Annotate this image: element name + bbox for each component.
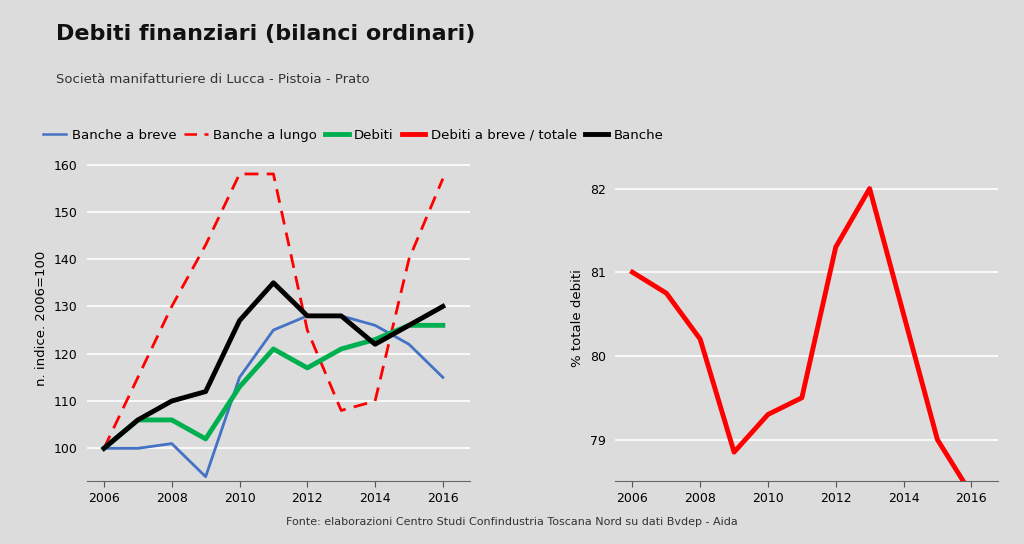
Y-axis label: n. indice. 2006=100: n. indice. 2006=100 (35, 251, 48, 386)
Text: Società manifatturiere di Lucca - Pistoia - Prato: Società manifatturiere di Lucca - Pistoi… (56, 73, 370, 86)
Legend: Banche a breve, Banche a lungo, Debiti, Debiti a breve / totale, Banche: Banche a breve, Banche a lungo, Debiti, … (37, 123, 669, 147)
Y-axis label: % totale debiti: % totale debiti (571, 269, 585, 367)
Text: Debiti finanziari (bilanci ordinari): Debiti finanziari (bilanci ordinari) (56, 24, 476, 45)
Text: Fonte: elaborazioni Centro Studi Confindustria Toscana Nord su dati Bvdep - Aida: Fonte: elaborazioni Centro Studi Confind… (286, 517, 738, 527)
